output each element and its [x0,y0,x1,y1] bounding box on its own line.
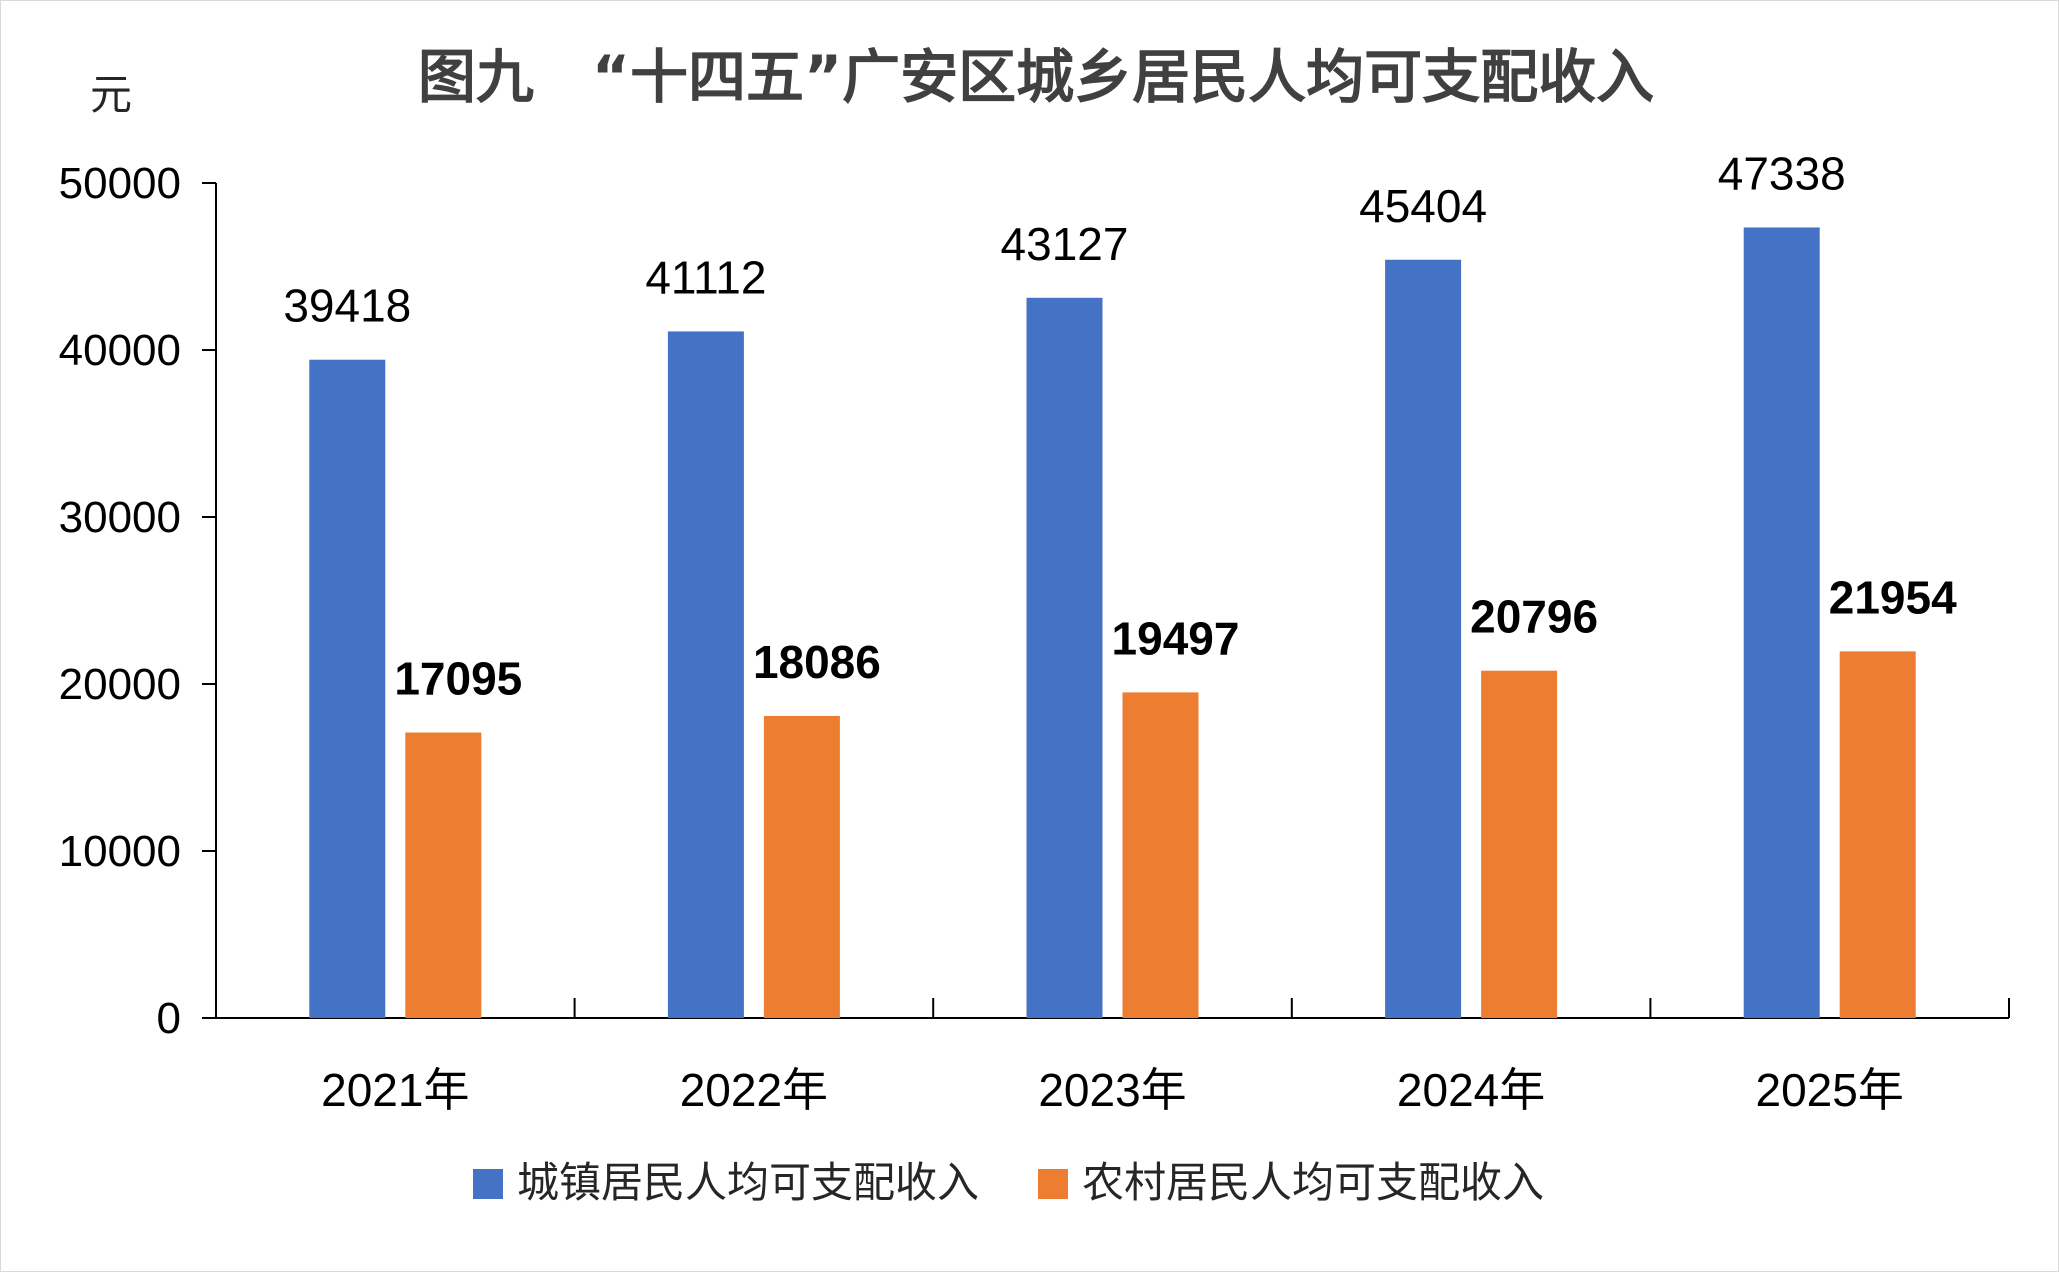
x-tick-label: 2022年 [680,1064,828,1116]
data-label-urban: 43127 [1001,218,1129,270]
bar-urban [1026,297,1103,1018]
y-tick-label: 50000 [59,159,181,208]
x-tick-label: 2023年 [1038,1064,1186,1116]
data-label-rural: 18086 [753,636,881,688]
y-axis-unit-label: 元 [90,70,132,119]
chart-title: 图九 “十四五”广安区城乡居民人均可支配收入 [418,43,1654,111]
y-tick-label: 10000 [59,827,181,876]
data-label-urban: 39418 [283,280,411,332]
bar-rural [1481,670,1558,1018]
data-label-rural: 21954 [1829,571,1957,623]
legend-label: 城镇居民人均可支配收入 [517,1158,979,1207]
legend-swatch [473,1169,503,1199]
legend: 城镇居民人均可支配收入 农村居民人均可支配收入 [473,1158,1544,1207]
legend-swatch [1038,1169,1068,1199]
bar-urban [667,331,744,1019]
bar-urban [1385,259,1462,1019]
bar-urban [1743,227,1820,1019]
y-tick-label: 40000 [59,326,181,375]
bar-rural [405,732,482,1018]
legend-label: 农村居民人均可支配收入 [1082,1158,1544,1207]
y-tick-label: 0 [157,994,181,1043]
data-label-urban: 45404 [1359,180,1487,232]
y-axis: 0 10000 20000 30000 40000 50000 [59,159,217,1043]
data-label-rural: 19497 [1112,612,1240,664]
data-label-rural: 17095 [394,653,522,705]
bar-rural [1122,692,1199,1018]
y-tick-label: 30000 [59,493,181,542]
bar-urban [309,359,386,1019]
x-tick-label: 2024年 [1397,1064,1545,1116]
x-tick-label: 2021年 [321,1064,469,1116]
bar-rural [1839,651,1916,1018]
y-tick-label: 20000 [59,660,181,709]
data-label-rural: 20796 [1470,591,1598,643]
bar-rural [763,715,840,1018]
data-label-urban: 41112 [645,251,766,303]
data-label-urban: 47338 [1718,147,1846,199]
x-tick-label: 2025年 [1756,1064,1904,1116]
data-labels-group: 39418 41112 43127 45404 47338 17095 18086 19497… [283,147,1957,704]
bars-group [309,227,1916,1019]
x-axis: 2021年 2022年 2023年 2024年 2025年 [216,998,2010,1116]
